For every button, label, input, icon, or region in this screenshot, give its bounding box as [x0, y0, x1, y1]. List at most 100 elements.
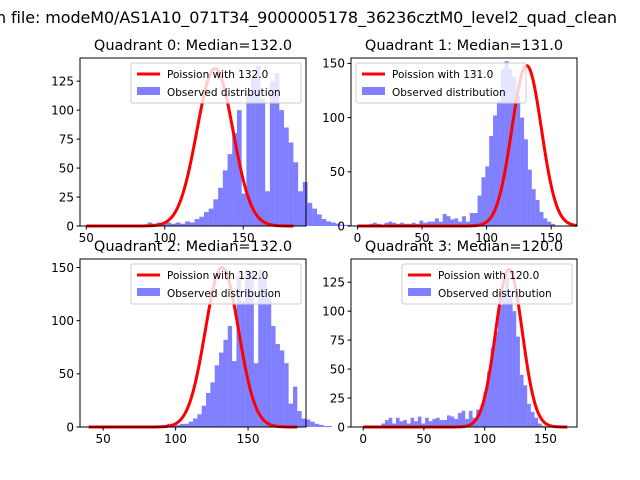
histogram-bar — [335, 223, 341, 226]
histogram-bar — [505, 276, 509, 427]
histogram-bar — [279, 350, 285, 427]
histogram-bar — [253, 363, 259, 427]
histogram-bar — [293, 162, 299, 226]
histogram-bar — [489, 136, 494, 226]
histogram-bar — [175, 222, 181, 226]
histogram-bar — [312, 208, 317, 226]
legend-hist-label: Observed distribution — [167, 288, 281, 300]
histogram-bar — [516, 336, 520, 427]
histogram-bar — [450, 416, 455, 427]
histogram-bar — [388, 221, 393, 226]
histogram-bar — [214, 365, 220, 427]
legend: Poission with 120.0 Observed distribution — [401, 263, 573, 305]
y-tick-label: 50 — [59, 367, 74, 381]
legend: Poission with 131.0 Observed distribution — [355, 62, 527, 104]
histogram-bar — [406, 423, 411, 427]
histogram-bar — [208, 208, 214, 226]
histogram-bar — [175, 424, 180, 427]
histogram-bar — [439, 420, 444, 427]
histogram-bar — [166, 222, 172, 226]
histogram-bar — [543, 218, 548, 226]
histogram-bar — [189, 222, 195, 226]
histogram-bar — [523, 385, 528, 427]
histogram-bar — [331, 222, 336, 226]
histogram-bar — [284, 127, 289, 226]
x-tick-label: 100 — [164, 432, 187, 446]
histogram-bar — [266, 297, 272, 427]
histogram-bar — [316, 214, 322, 226]
x-tick-label: 50 — [414, 231, 429, 245]
histogram-bar — [180, 223, 186, 226]
histogram-bar — [271, 325, 276, 427]
y-tick-label: 0 — [66, 420, 74, 434]
histogram-bar — [534, 417, 539, 427]
histogram-bar — [490, 348, 495, 427]
histogram-bar — [479, 407, 484, 427]
subplot-quadrant-2: 50 100 150 0 50 100 150 Quadrant 2: Median=132.… — [51, 239, 333, 446]
histogram-bar — [423, 222, 428, 226]
histogram-bar — [468, 410, 473, 427]
histogram-bar — [465, 221, 470, 226]
axes-frame — [350, 258, 578, 428]
subplot-title: Quadrant 0: Median=132.0 — [94, 38, 292, 54]
histogram-bar — [512, 311, 517, 427]
histogram-bar — [384, 222, 389, 226]
histogram-bar — [227, 325, 233, 427]
histogram-bar — [461, 410, 466, 427]
histogram-bar — [260, 98, 266, 226]
histogram-bar — [419, 220, 424, 226]
histogram-bar — [232, 361, 237, 427]
histogram-bar — [274, 73, 280, 226]
histogram-bar — [454, 418, 458, 427]
axes-frame — [79, 57, 307, 227]
y-tick-label: 100 — [322, 111, 345, 125]
legend-hist-label: Observed distribution — [392, 87, 506, 99]
histogram-bar — [410, 417, 415, 427]
histogram-bar — [222, 170, 228, 226]
histogram-bar — [531, 189, 536, 226]
x-tick-label: 0 — [359, 432, 367, 446]
y-tick-label: 150 — [322, 57, 345, 71]
histogram-bar — [321, 219, 327, 226]
histogram-bar — [477, 195, 482, 226]
histogram-bar — [434, 218, 439, 226]
legend-box — [130, 62, 302, 104]
y-tick-label: 75 — [59, 132, 74, 146]
histogram-bar — [527, 403, 531, 427]
histogram-bar — [301, 418, 306, 427]
histogram-bar — [310, 421, 315, 427]
histogram-bar — [171, 223, 176, 226]
histogram-bar — [454, 218, 459, 226]
histogram-bar — [185, 221, 190, 226]
legend: Poission with 132.0 Observed distribution — [130, 62, 302, 104]
histogram-bar — [213, 199, 219, 226]
x-tick-label: 150 — [237, 432, 260, 446]
histogram-bar — [251, 77, 256, 226]
histogram-bar — [201, 405, 207, 427]
histogram-bar — [392, 222, 397, 226]
histogram-bar — [188, 421, 193, 427]
histogram-bar — [279, 110, 285, 226]
histogram-bar — [269, 81, 275, 226]
y-tick-label: 25 — [330, 391, 345, 405]
histogram-bar — [288, 403, 293, 427]
histogram-bar — [465, 418, 469, 427]
histogram-bar — [206, 392, 211, 427]
histogram-bar — [417, 416, 422, 427]
histogram-bar — [462, 216, 466, 226]
y-tick-label: 150 — [51, 261, 74, 275]
histogram-bar — [326, 221, 332, 226]
histogram-bar — [403, 420, 407, 427]
histogram-bar — [323, 425, 328, 427]
y-tick-label: 50 — [330, 362, 345, 376]
histogram-bar — [446, 415, 451, 427]
legend-hist-swatch — [137, 288, 160, 296]
y-tick-label: 25 — [59, 190, 74, 204]
histogram-bar — [255, 66, 261, 226]
legend-hist-label: Observed distribution — [167, 87, 281, 99]
histogram-bar — [307, 202, 313, 226]
histogram-bar — [504, 61, 509, 226]
histogram-bar — [327, 425, 333, 427]
histogram-bar — [340, 224, 346, 226]
histogram-bar — [481, 177, 486, 226]
